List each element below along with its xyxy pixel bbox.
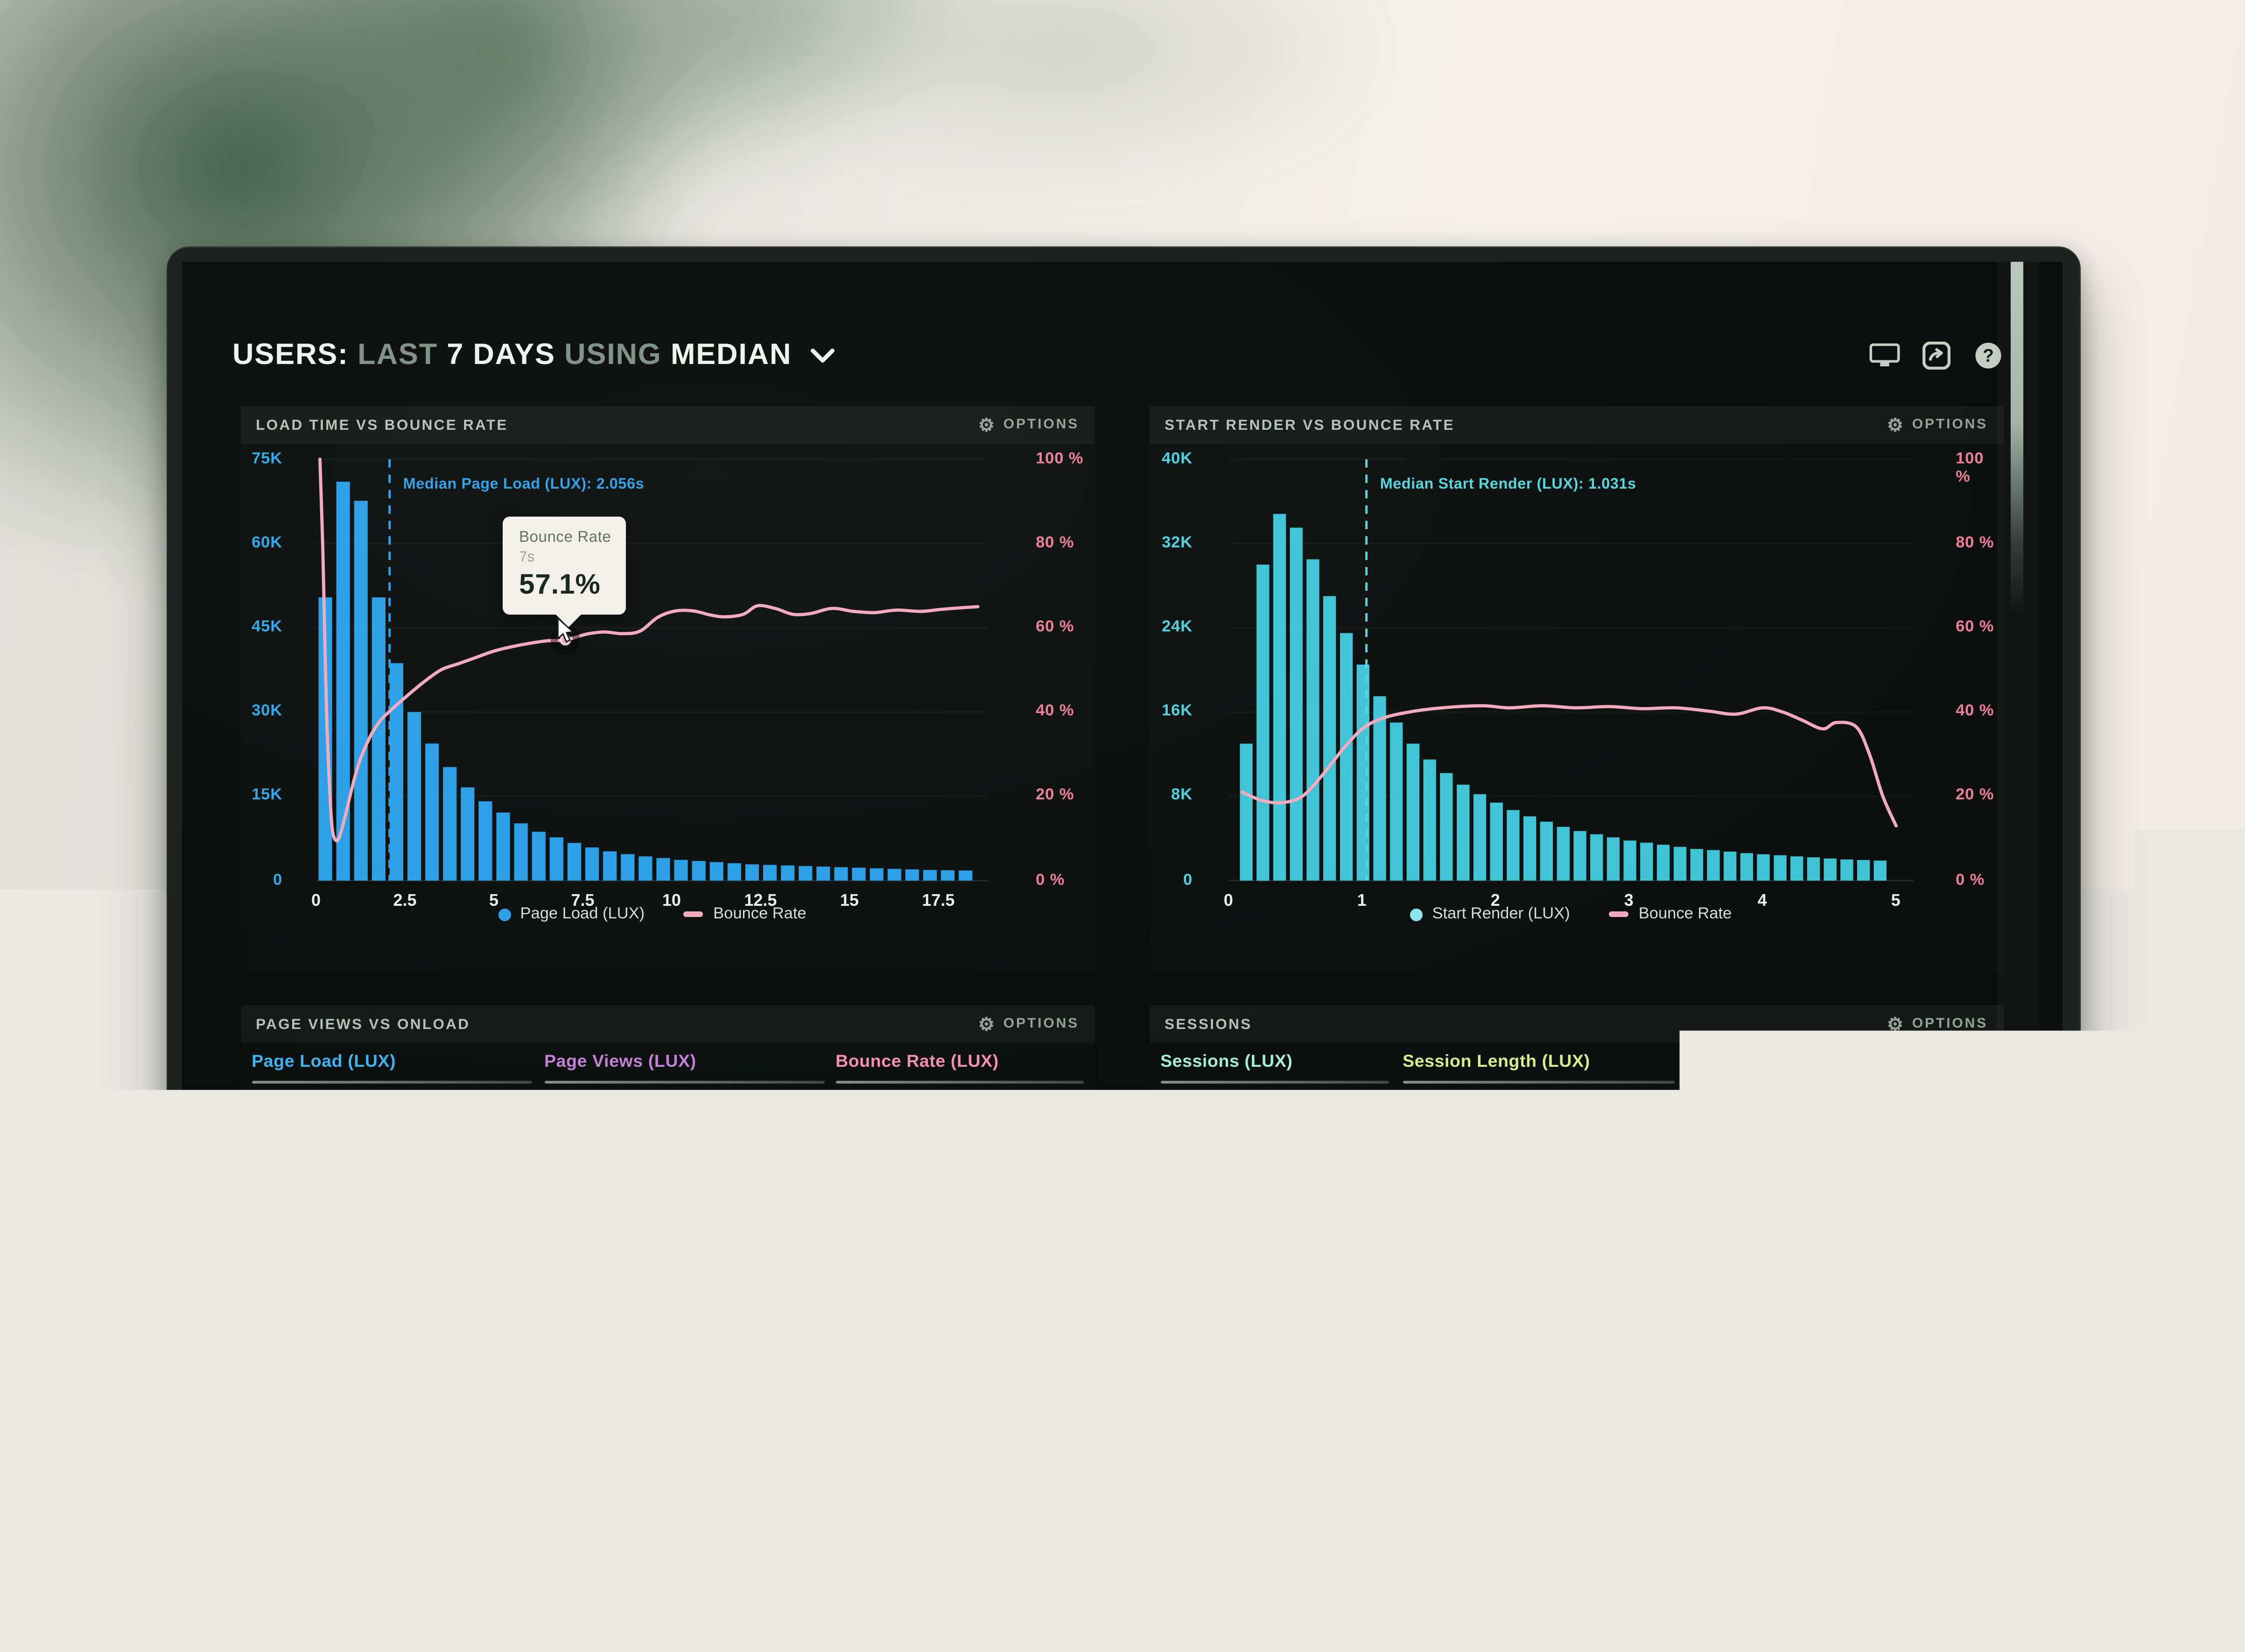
y-axis-tick-left: 0.6s xyxy=(240,1302,288,1320)
title-median: MEDIAN xyxy=(671,339,792,371)
laptop-brand-text: MacBook Pro xyxy=(167,1484,2081,1499)
y-axis-tick-left: 1s xyxy=(240,1136,288,1154)
y-axis-tick-left: 3.2 pvs xyxy=(1149,1225,1221,1244)
median-label: Median Start Render (LUX): 1.031s xyxy=(1380,476,1636,493)
y-axis-tick-left: 1.6 pvs xyxy=(1149,1393,1221,1412)
chart-svg xyxy=(240,1006,1094,1446)
svg-text:?: ? xyxy=(1983,346,1994,366)
y-axis-tick-left: 8K xyxy=(1149,787,1193,805)
y-axis-tick-right: 80 % xyxy=(1036,534,1074,553)
display-icon[interactable] xyxy=(1869,342,1900,370)
chevron-down-icon[interactable] xyxy=(811,345,835,371)
title-using: USING xyxy=(564,339,662,371)
y-axis-tick-left: 0 xyxy=(1149,872,1193,890)
legend-label: Start Render (LUX) xyxy=(1432,906,1570,923)
y-axis-tick-left: 15K xyxy=(240,787,282,805)
laptop-screen: USERS: LAST 7 DAYS USING MEDIAN ? xyxy=(182,262,2063,1446)
page-title: USERS: LAST 7 DAYS USING MEDIAN xyxy=(232,339,792,372)
y-axis-tick-right: 0 % xyxy=(1956,872,1985,890)
y-axis-tick-right: 60 % xyxy=(1036,619,1074,637)
y-axis-tick-left: 0.8s xyxy=(240,1219,288,1237)
y-axis-tick-right-primary: 200K xyxy=(978,1385,1034,1403)
chart-svg xyxy=(1149,1006,2003,1446)
y-axis-tick-left: 60K xyxy=(240,534,282,553)
y-axis-tick-left: 30K xyxy=(240,703,282,721)
y-axis-tick-left: 16K xyxy=(1149,703,1193,721)
legend-item[interactable]: Bounce Rate xyxy=(1609,906,1732,923)
share-icon[interactable] xyxy=(1921,342,1952,370)
panel-load-time-vs-bounce-rate: LOAD TIME VS BOUNCE RATE ⚙ OPTIONS 75K 60K… xyxy=(240,406,1094,973)
notification-badge: 4 xyxy=(1974,1355,2001,1382)
chart-legend: Start Render (LUX) Bounce Rate xyxy=(1228,906,1913,923)
y-axis-tick-right-secondary: 32 min xyxy=(1944,1225,1998,1244)
y-axis-tick-right: 40 % xyxy=(1036,703,1074,721)
y-axis-tick-right: 100 % xyxy=(1956,450,2003,487)
panel-page-views-vs-onload: PAGE VIEWS VS ONLOAD ⚙ OPTIONS Page Load … xyxy=(240,1006,1094,1446)
title-7days: 7 DAYS xyxy=(447,339,555,371)
y-axis-tick-right-primary: 300K xyxy=(978,1302,1034,1320)
chart-sessions: 4 pvs 3.2 pvs 2.4 pvs 1.6 pvs 100K 80K 60K 40K 4… xyxy=(1149,1006,2003,1446)
tooltip-series: Bounce Rate xyxy=(519,529,614,546)
y-axis-tick-right: 0 % xyxy=(1036,872,1065,890)
y-axis-tick-right-secondary: 40 min xyxy=(1944,1141,1998,1160)
y-axis-tick-right: 20 % xyxy=(1036,787,1074,805)
tooltip: Bounce Rate 7s 57.1% xyxy=(502,517,625,615)
legend-label: Bounce Rate xyxy=(713,906,807,923)
y-axis-tick-left: 4 pvs xyxy=(1149,1141,1221,1160)
y-axis-tick-left: 32K xyxy=(1149,534,1193,553)
panel-start-render-vs-bounce-rate: START RENDER VS BOUNCE RATE ⚙ OPTIONS 40K… xyxy=(1149,406,2003,973)
panel-sessions: SESSIONS ⚙ OPTIONS Sessions (LUX) 479K Se… xyxy=(1149,1006,2003,1446)
y-axis-tick-left: 40K xyxy=(1149,450,1193,469)
y-axis-tick-right-secondary: 100% xyxy=(1043,1136,1086,1154)
title-users: USERS: xyxy=(232,339,349,371)
y-axis-tick-right-primary: 80K xyxy=(1881,1225,1935,1244)
legend-item[interactable]: Start Render (LUX) xyxy=(1410,906,1570,923)
chart-legend: Page Load (LUX) Bounce Rate xyxy=(316,906,988,923)
legend-label: Page Load (LUX) xyxy=(520,906,645,923)
y-axis-tick-right-primary: 40K xyxy=(1881,1393,1935,1412)
y-axis-tick-right: 40 % xyxy=(1956,703,1994,721)
chart-start-render: 40K 32K 24K 16K 8K 0 100 % 80 % 60 % 40 % 20 % 0 % 0… xyxy=(1149,406,2003,973)
tooltip-x: 7s xyxy=(519,549,614,566)
legend-swatch xyxy=(498,908,511,921)
legend-swatch xyxy=(1410,908,1422,921)
y-axis-tick-right-primary: 500K xyxy=(978,1136,1034,1154)
photo-stage: USERS: LAST 7 DAYS USING MEDIAN ? xyxy=(0,0,2245,1497)
y-axis-tick-left: 0 xyxy=(240,872,282,890)
screen-glare-streak xyxy=(2011,262,2023,615)
y-axis-tick-right-primary: 400K xyxy=(978,1219,1034,1237)
y-axis-tick-right-primary: 100K xyxy=(1881,1141,1935,1160)
y-axis-tick-right: 80 % xyxy=(1956,534,1994,553)
chart-svg xyxy=(240,406,1094,973)
y-axis-tick-right-primary: 60K xyxy=(1881,1309,1935,1328)
y-axis-tick-left: 0.4s xyxy=(240,1385,288,1403)
mouse-cursor-icon xyxy=(556,617,576,651)
y-axis-tick-right-secondary: 24 min xyxy=(1944,1309,1998,1328)
legend-swatch xyxy=(1609,911,1629,917)
y-axis-tick-right-secondary: 40% xyxy=(1043,1385,1076,1403)
y-axis-tick-right: 100 % xyxy=(1036,450,1083,469)
y-axis-tick-left: 2.4 pvs xyxy=(1149,1309,1221,1328)
laptop: USERS: LAST 7 DAYS USING MEDIAN ? xyxy=(167,246,2081,1497)
y-axis-tick-left: 75K xyxy=(240,450,282,469)
legend-swatch xyxy=(684,911,703,917)
legend-label: Bounce Rate xyxy=(1639,906,1732,923)
median-label: Median Page Load (LUX): 2.056s xyxy=(403,476,645,493)
dashboard-header: USERS: LAST 7 DAYS USING MEDIAN xyxy=(232,335,835,377)
legend-item[interactable]: Bounce Rate xyxy=(684,906,807,923)
y-axis-tick-right: 20 % xyxy=(1956,787,1994,805)
chat-launcher-button[interactable]: 4 xyxy=(1931,1355,2001,1425)
title-last: LAST xyxy=(358,339,438,371)
y-axis-tick-left: 45K xyxy=(240,619,282,637)
header-toolbar: ? xyxy=(1869,342,2004,370)
y-axis-tick-right-secondary: 60% xyxy=(1043,1302,1076,1320)
tooltip-value: 57.1% xyxy=(519,570,614,602)
y-axis-tick-left: 24K xyxy=(1149,619,1193,637)
laptop-hinge-seam xyxy=(167,1473,2081,1475)
legend-item[interactable]: Page Load (LUX) xyxy=(498,906,645,923)
chart-page-views-onload: 1s 0.8s 0.6s 0.4s 500K 400K 300K 200K 100% 80% 60%… xyxy=(240,1006,1094,1446)
y-axis-tick-right-secondary: 80% xyxy=(1043,1219,1076,1237)
chart-load-time: 75K 60K 45K 30K 15K 0 100 % 80 % 60 % 40 % 20 % 0 %… xyxy=(240,406,1094,973)
y-axis-tick-right: 60 % xyxy=(1956,619,1994,637)
